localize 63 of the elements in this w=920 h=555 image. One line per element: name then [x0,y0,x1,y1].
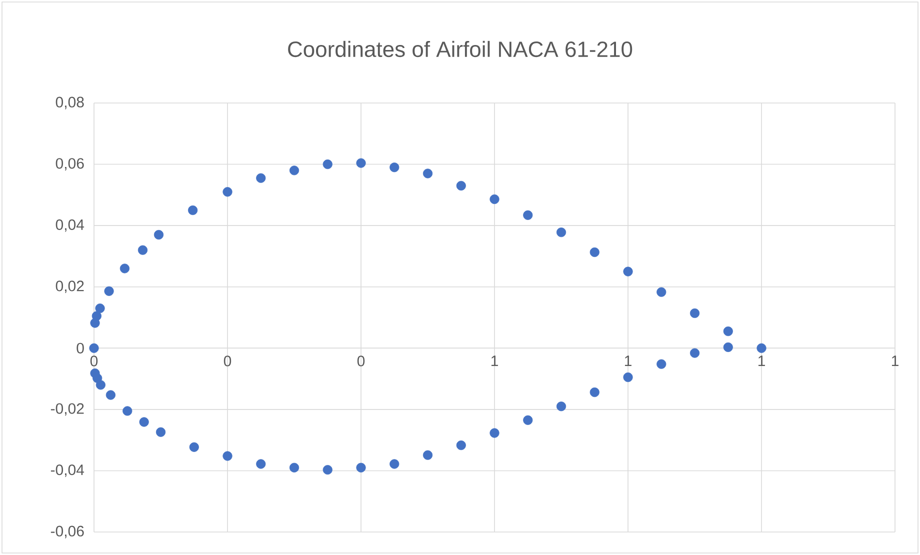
point [456,440,466,450]
point [690,308,700,318]
point [723,342,733,352]
y-tick-label: 0 [76,342,84,354]
point [490,428,500,438]
point [289,462,300,472]
point [104,286,114,296]
point [106,390,116,400]
point [390,459,400,469]
point [95,304,105,314]
y-tick-label: -0,06 [50,526,84,538]
point [122,406,132,416]
point [139,417,149,427]
point [188,205,198,216]
point [556,228,566,238]
point [289,166,300,176]
point [623,372,633,382]
point [322,464,332,475]
point [623,266,633,276]
point [120,264,130,274]
x-tick-label: 1 [624,356,632,366]
chart-title: Coordinates of Airfoil NACA 61-210 [288,40,632,58]
point [656,359,666,369]
point [90,368,100,378]
point [356,462,366,472]
point [422,168,433,178]
point [89,343,99,353]
y-tick-label: 0,08 [56,96,84,110]
point [222,187,232,197]
point [723,326,733,336]
point [138,245,148,255]
x-tick-label: 0 [224,356,232,366]
x-tick-label: 1 [491,356,498,366]
point [256,173,266,183]
y-tick-label: -0,02 [50,403,84,416]
point [490,194,500,204]
point [590,387,600,398]
point [322,159,332,170]
point [156,427,166,437]
x-tick-label: 1 [892,356,898,366]
y-tick-label: -0,04 [50,464,84,477]
point [556,402,566,412]
point [422,450,433,460]
point [356,158,366,168]
point [154,230,164,240]
point [656,287,666,297]
point [189,442,199,452]
x-tick-label: 1 [758,356,765,366]
point [222,451,232,461]
point [92,311,102,321]
y-tick-label: 0,06 [56,158,84,170]
x-tick-label: 0 [90,356,98,366]
y-tick-label: 0,04 [56,219,84,232]
point [690,348,700,358]
x-tick-label: 0 [357,356,365,366]
point [523,210,533,220]
point [390,162,400,172]
y-tick-label: 0,02 [56,280,84,294]
point [456,180,466,191]
point [590,247,600,258]
point [523,415,533,425]
point [256,459,266,469]
point [756,343,766,353]
